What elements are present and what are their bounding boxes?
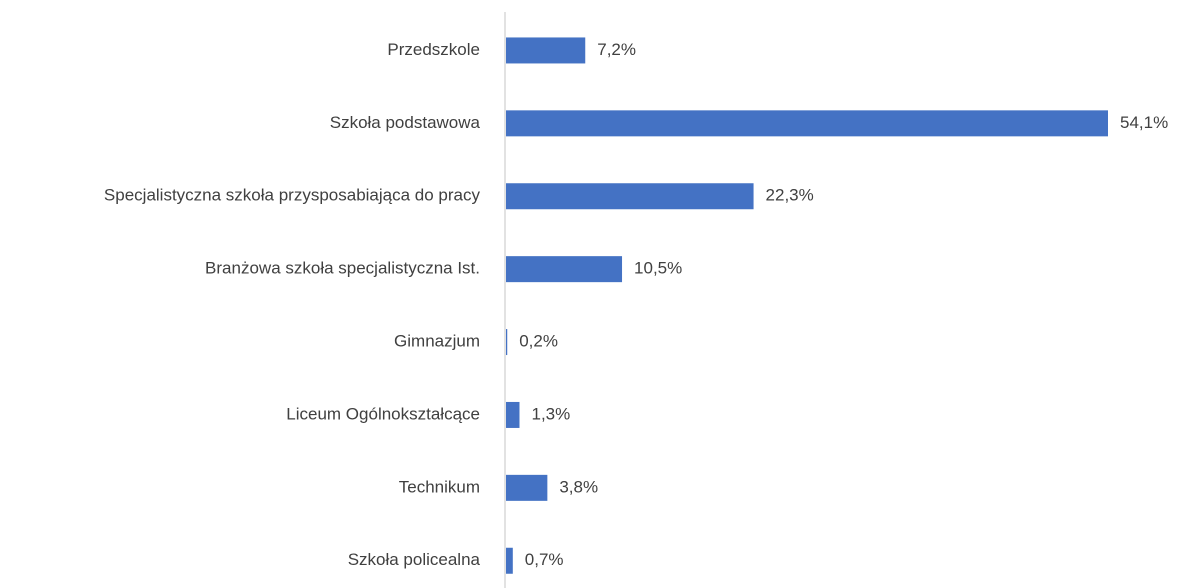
bar [506,37,586,64]
bar [506,329,508,356]
bar [506,256,623,283]
data-label: 0,7% [525,550,564,569]
bar [506,401,520,428]
bar [506,474,548,501]
category-label: Szkoła policealna [348,550,481,569]
category-label: Szkoła podstawowa [330,113,481,132]
category-label: Branżowa szkoła specjalistyczna Ist. [205,259,480,278]
data-label: 1,3% [531,404,570,423]
data-label: 22,3% [766,186,814,205]
data-label: 0,2% [519,332,558,351]
data-label: 54,1% [1120,113,1168,132]
data-label: 3,8% [559,477,598,496]
bar [506,183,754,210]
bar [506,110,1108,137]
category-label: Przedszkole [387,40,480,59]
category-label: Liceum Ogólnokształcące [286,404,480,423]
category-label: Specjalistyczna szkoła przysposabiająca … [104,186,481,205]
data-label: 10,5% [634,259,682,278]
category-label: Gimnazjum [394,332,480,351]
category-label: Technikum [399,477,480,496]
data-label: 7,2% [597,40,636,59]
bar [506,547,513,574]
